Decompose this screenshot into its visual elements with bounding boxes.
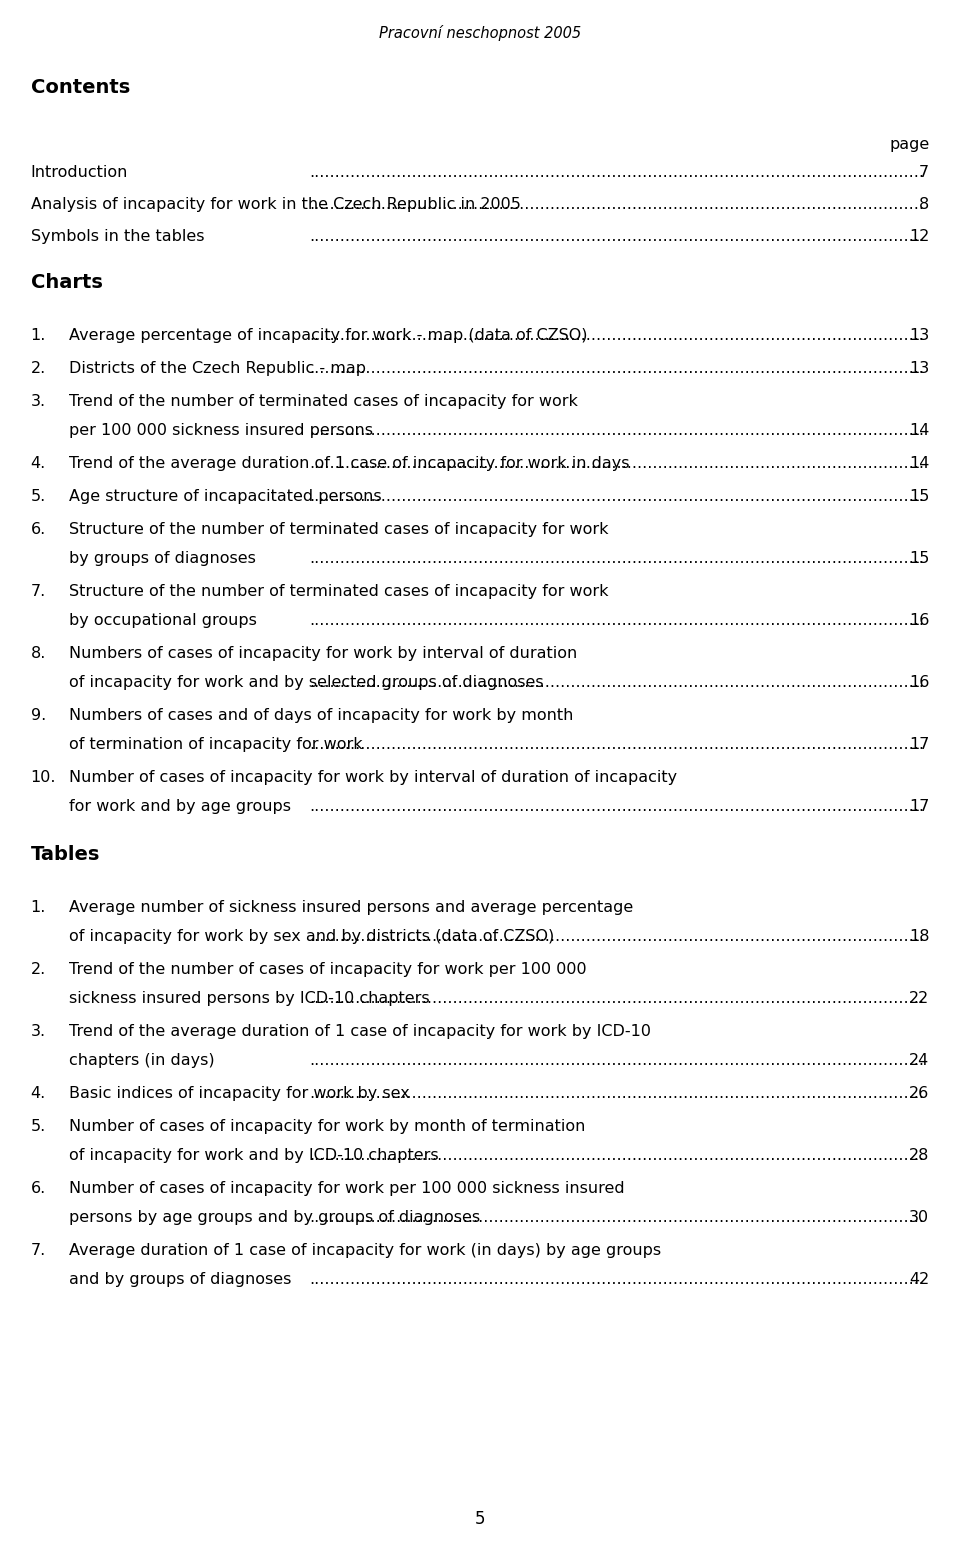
Text: ................................................................................: ........................................…	[309, 165, 924, 181]
Text: 7.: 7.	[31, 1243, 46, 1258]
Text: Numbers of cases of incapacity for work by interval of duration: Numbers of cases of incapacity for work …	[69, 647, 577, 661]
Text: 3.: 3.	[31, 394, 46, 408]
Text: 1.: 1.	[31, 900, 46, 915]
Text: 17: 17	[909, 737, 929, 753]
Text: ................................................................................: ........................................…	[309, 1147, 924, 1163]
Text: 5: 5	[475, 1509, 485, 1528]
Text: 13: 13	[909, 327, 929, 343]
Text: 10.: 10.	[31, 770, 57, 786]
Text: 5.: 5.	[31, 490, 46, 504]
Text: ................................................................................: ........................................…	[309, 990, 924, 1006]
Text: ................................................................................: ........................................…	[309, 457, 924, 471]
Text: ................................................................................: ........................................…	[309, 196, 924, 212]
Text: Number of cases of incapacity for work per 100 000 sickness insured: Number of cases of incapacity for work p…	[69, 1180, 625, 1196]
Text: 15: 15	[909, 552, 929, 566]
Text: Trend of the number of cases of incapacity for work per 100 000: Trend of the number of cases of incapaci…	[69, 962, 587, 976]
Text: ................................................................................: ........................................…	[309, 229, 924, 243]
Text: Number of cases of incapacity for work by interval of duration of incapacity: Number of cases of incapacity for work b…	[69, 770, 677, 786]
Text: 3.: 3.	[31, 1024, 46, 1038]
Text: 12: 12	[909, 229, 929, 243]
Text: sickness insured persons by ICD-10 chapters: sickness insured persons by ICD-10 chapt…	[69, 990, 440, 1006]
Text: persons by age groups and by groups of diagnoses: persons by age groups and by groups of d…	[69, 1210, 491, 1225]
Text: Analysis of incapacity for work in the Czech Republic in 2005: Analysis of incapacity for work in the C…	[31, 196, 520, 212]
Text: chapters (in days): chapters (in days)	[69, 1052, 215, 1068]
Text: ................................................................................: ........................................…	[309, 552, 924, 566]
Text: Charts: Charts	[31, 273, 103, 292]
Text: by groups of diagnoses: by groups of diagnoses	[69, 552, 266, 566]
Text: of incapacity for work and by selected groups of diagnoses: of incapacity for work and by selected g…	[69, 675, 554, 691]
Text: 16: 16	[909, 613, 929, 628]
Text: 24: 24	[909, 1052, 929, 1068]
Text: ................................................................................: ........................................…	[309, 422, 924, 438]
Text: ................................................................................: ........................................…	[309, 1052, 924, 1068]
Text: ................................................................................: ........................................…	[309, 675, 924, 691]
Text: for work and by age groups: for work and by age groups	[69, 800, 291, 814]
Text: by occupational groups: by occupational groups	[69, 613, 267, 628]
Text: 16: 16	[909, 675, 929, 691]
Text: Introduction: Introduction	[31, 165, 128, 181]
Text: ................................................................................: ........................................…	[309, 1085, 924, 1101]
Text: ................................................................................: ........................................…	[309, 1272, 924, 1286]
Text: 18: 18	[909, 929, 929, 943]
Text: 2.: 2.	[31, 962, 46, 976]
Text: 22: 22	[909, 990, 929, 1006]
Text: page: page	[889, 137, 929, 153]
Text: Average number of sickness insured persons and average percentage: Average number of sickness insured perso…	[69, 900, 634, 915]
Text: 8.: 8.	[31, 647, 46, 661]
Text: Average duration of 1 case of incapacity for work (in days) by age groups: Average duration of 1 case of incapacity…	[69, 1243, 661, 1258]
Text: ................................................................................: ........................................…	[309, 1210, 924, 1225]
Text: 4.: 4.	[31, 1085, 46, 1101]
Text: 5.: 5.	[31, 1119, 46, 1133]
Text: of incapacity for work and by ICD-10 chapters: of incapacity for work and by ICD-10 cha…	[69, 1147, 439, 1163]
Text: ................................................................................: ........................................…	[309, 737, 924, 753]
Text: Structure of the number of terminated cases of incapacity for work: Structure of the number of terminated ca…	[69, 585, 609, 599]
Text: Tables: Tables	[31, 845, 100, 864]
Text: 2.: 2.	[31, 360, 46, 376]
Text: 9.: 9.	[31, 708, 46, 723]
Text: of termination of incapacity for work: of termination of incapacity for work	[69, 737, 363, 753]
Text: of incapacity for work by sex and by districts (data of CZSO): of incapacity for work by sex and by dis…	[69, 929, 564, 943]
Text: Trend of the number of terminated cases of incapacity for work: Trend of the number of terminated cases …	[69, 394, 578, 408]
Text: 6.: 6.	[31, 1180, 46, 1196]
Text: ................................................................................: ........................................…	[309, 490, 924, 504]
Text: 8: 8	[919, 196, 929, 212]
Text: and by groups of diagnoses: and by groups of diagnoses	[69, 1272, 301, 1286]
Text: 26: 26	[909, 1085, 929, 1101]
Text: Structure of the number of terminated cases of incapacity for work: Structure of the number of terminated ca…	[69, 522, 609, 538]
Text: 13: 13	[909, 360, 929, 376]
Text: 6.: 6.	[31, 522, 46, 538]
Text: Contents: Contents	[31, 78, 130, 97]
Text: Basic indices of incapacity for work by sex: Basic indices of incapacity for work by …	[69, 1085, 420, 1101]
Text: Trend of the average duration of 1 case of incapacity for work in days: Trend of the average duration of 1 case …	[69, 457, 630, 471]
Text: Trend of the average duration of 1 case of incapacity for work by ICD-10: Trend of the average duration of 1 case …	[69, 1024, 651, 1038]
Text: Symbols in the tables: Symbols in the tables	[31, 229, 214, 243]
Text: 4.: 4.	[31, 457, 46, 471]
Text: ................................................................................: ........................................…	[309, 929, 924, 943]
Text: Numbers of cases and of days of incapacity for work by month: Numbers of cases and of days of incapaci…	[69, 708, 573, 723]
Text: 7: 7	[919, 165, 929, 181]
Text: per 100 000 sickness insured persons: per 100 000 sickness insured persons	[69, 422, 383, 438]
Text: 17: 17	[909, 800, 929, 814]
Text: 14: 14	[909, 422, 929, 438]
Text: 42: 42	[909, 1272, 929, 1286]
Text: Average percentage of incapacity for work - map (data of CZSO): Average percentage of incapacity for wor…	[69, 327, 588, 343]
Text: Age structure of incapacitated persons: Age structure of incapacitated persons	[69, 490, 392, 504]
Text: Districts of the Czech Republic - map: Districts of the Czech Republic - map	[69, 360, 376, 376]
Text: 30: 30	[909, 1210, 929, 1225]
Text: 1.: 1.	[31, 327, 46, 343]
Text: 14: 14	[909, 457, 929, 471]
Text: ................................................................................: ........................................…	[309, 800, 924, 814]
Text: 7.: 7.	[31, 585, 46, 599]
Text: ................................................................................: ........................................…	[309, 613, 924, 628]
Text: ................................................................................: ........................................…	[309, 327, 924, 343]
Text: 28: 28	[909, 1147, 929, 1163]
Text: Pracovní neschopnost 2005: Pracovní neschopnost 2005	[379, 25, 581, 41]
Text: 15: 15	[909, 490, 929, 504]
Text: ................................................................................: ........................................…	[309, 360, 924, 376]
Text: Number of cases of incapacity for work by month of termination: Number of cases of incapacity for work b…	[69, 1119, 586, 1133]
